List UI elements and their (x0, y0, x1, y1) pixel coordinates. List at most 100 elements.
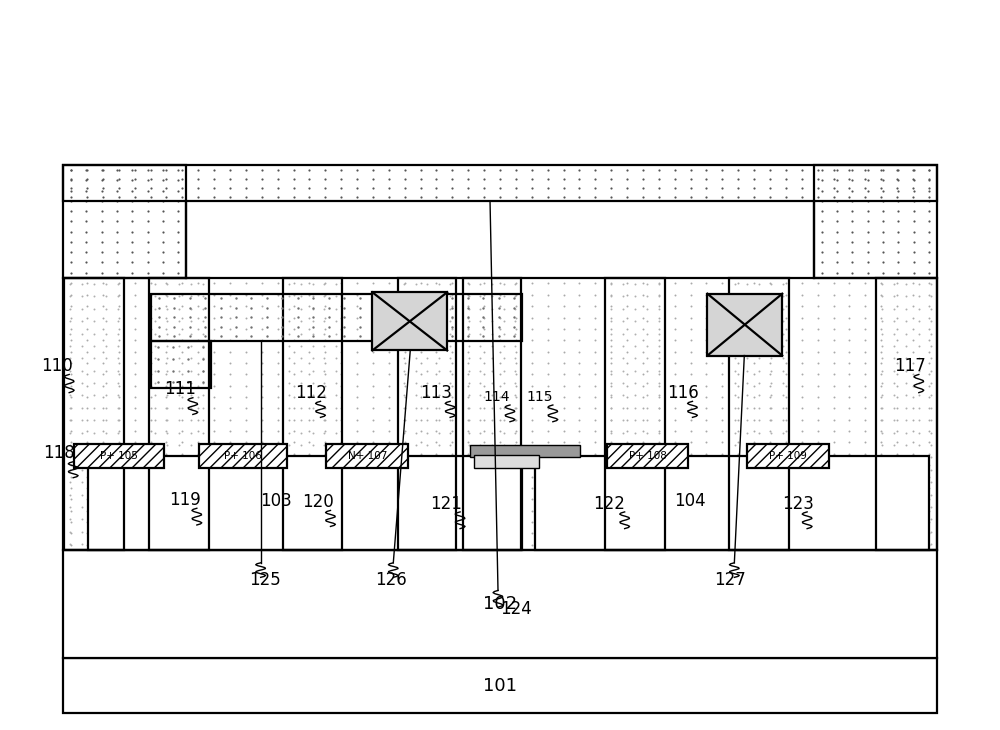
Point (365, 182, 381, 193)
Point (143, 277, 159, 289)
Point (381, 334, 397, 346)
Point (159, 315, 175, 327)
Point (860, 174, 876, 186)
Point (301, 191, 317, 203)
Point (79, 173, 95, 185)
Point (571, 164, 587, 175)
Point (206, 277, 222, 289)
Point (615, 353, 631, 364)
Point (408, 303, 424, 315)
Point (635, 346, 651, 358)
Point (183, 278, 199, 290)
Point (886, 328, 902, 339)
Point (762, 437, 778, 448)
Point (484, 390, 500, 402)
Point (603, 437, 619, 448)
Point (627, 402, 643, 414)
Point (886, 390, 902, 402)
Point (190, 426, 206, 437)
Point (921, 528, 937, 539)
Point (667, 493, 683, 505)
Point (615, 439, 631, 451)
Point (159, 377, 175, 389)
Point (349, 528, 365, 539)
Point (286, 173, 302, 185)
Point (873, 528, 889, 539)
Point (873, 277, 889, 289)
Point (683, 437, 699, 448)
Point (171, 377, 187, 389)
Point (397, 369, 413, 380)
Point (442, 353, 458, 364)
Point (794, 346, 810, 358)
Text: 118: 118 (43, 444, 75, 462)
Point (301, 173, 317, 185)
Point (442, 315, 458, 327)
Point (140, 185, 156, 196)
Point (151, 302, 167, 314)
Point (875, 236, 891, 247)
Point (171, 477, 187, 488)
Point (79, 448, 95, 460)
Point (794, 402, 810, 414)
Point (305, 514, 321, 526)
Point (397, 182, 413, 193)
Point (461, 514, 477, 526)
Point (143, 346, 159, 358)
Point (86, 377, 102, 389)
Point (206, 346, 222, 358)
Point (109, 226, 125, 237)
Point (794, 380, 810, 391)
Point (428, 380, 444, 391)
Point (222, 182, 238, 193)
Point (619, 312, 635, 323)
Point (873, 323, 889, 335)
Point (651, 493, 667, 505)
Point (381, 539, 397, 550)
Point (603, 539, 619, 550)
Point (905, 300, 921, 312)
Point (367, 321, 383, 333)
Point (739, 439, 755, 451)
Point (174, 391, 190, 403)
Point (556, 426, 572, 437)
Point (316, 328, 332, 339)
Point (860, 226, 876, 237)
Point (683, 357, 699, 369)
Point (763, 291, 779, 302)
Point (316, 365, 332, 377)
Point (639, 427, 655, 439)
Point (381, 182, 397, 193)
Point (727, 291, 743, 302)
Point (206, 482, 222, 493)
Point (328, 477, 344, 488)
Point (571, 448, 587, 460)
Point (461, 439, 477, 451)
Point (63, 182, 79, 193)
Point (524, 380, 540, 391)
Point (140, 215, 156, 227)
Point (898, 278, 914, 290)
Point (556, 164, 572, 175)
Point (746, 493, 762, 505)
Point (619, 277, 635, 289)
Point (143, 505, 159, 517)
Point (844, 226, 860, 237)
Point (431, 377, 447, 389)
Point (651, 334, 667, 346)
Point (140, 246, 156, 258)
Point (301, 516, 317, 528)
Bar (151, 341, 211, 388)
Point (727, 340, 743, 352)
Point (127, 471, 143, 483)
Point (829, 164, 845, 176)
Point (301, 539, 317, 550)
Point (603, 323, 619, 335)
Point (63, 226, 79, 237)
Point (110, 514, 126, 526)
Point (739, 427, 755, 439)
Point (190, 312, 206, 323)
Point (183, 502, 199, 513)
Point (475, 293, 491, 304)
Point (328, 377, 344, 389)
